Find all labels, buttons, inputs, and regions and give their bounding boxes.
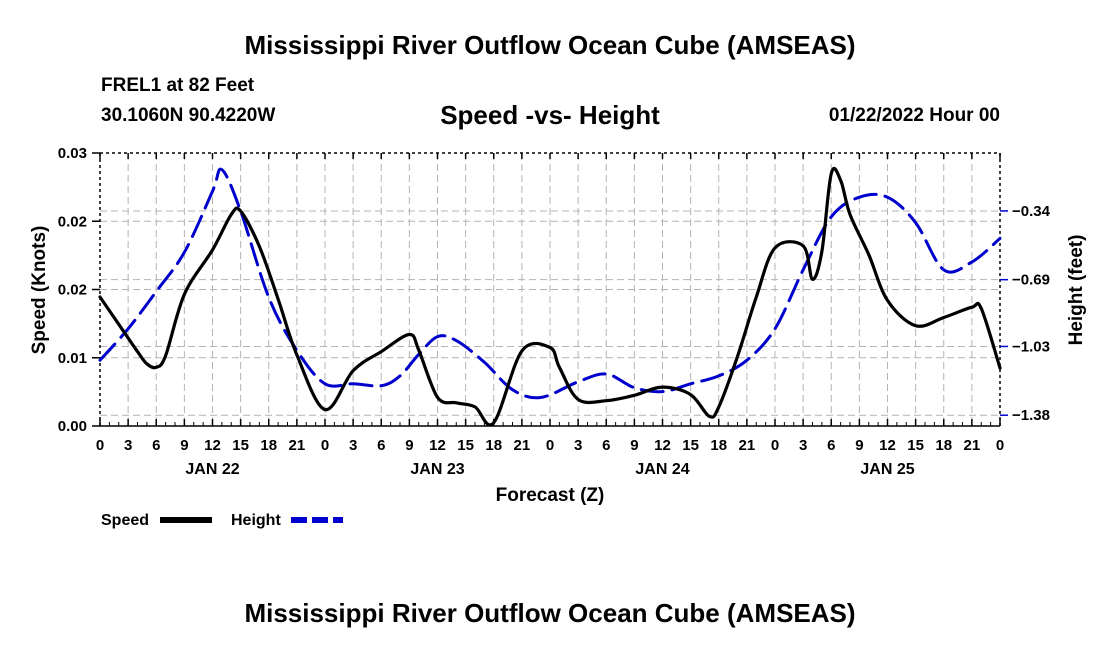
x-tick-label: 18 [260,437,277,454]
y-tick-label-left: 0.02 [58,282,87,299]
legend-label-speed: Speed [101,512,149,529]
x-tick-label: 15 [232,437,249,454]
x-tick-label: 12 [879,437,896,454]
datetime-label: 01/22/2022 Hour 00 [828,105,1000,126]
footer-title: Mississippi River Outflow Ocean Cube (AM… [244,598,856,628]
axes [92,152,1008,427]
chart-subtitle: Speed -vs- Height [440,100,660,130]
x-tick-label: 21 [289,437,306,454]
y-tick-label-right: −0.69 [1012,272,1050,289]
series-line-height [98,167,1002,400]
x-tick-label: 9 [630,437,638,454]
x-tick-label: 9 [405,437,413,454]
x-tick-label: 3 [799,437,807,454]
x-tick-label: 15 [682,437,699,454]
y-axis-title-left: Speed (Knots) [29,226,50,355]
main-title: Mississippi River Outflow Ocean Cube (AM… [244,30,856,60]
x-tick-label: 3 [124,437,132,454]
x-day-label: JAN 25 [860,461,914,478]
station-label: FREL1 at 82 Feet [101,75,255,96]
x-tick-label: 0 [771,437,779,454]
x-tick-label: 18 [485,437,502,454]
x-axis-title: Forecast (Z) [496,485,605,506]
x-tick-label: 0 [96,437,104,454]
x-tick-label: 3 [574,437,582,454]
x-day-label: JAN 24 [635,461,689,478]
x-tick-label: 12 [429,437,446,454]
x-tick-label: 12 [204,437,221,454]
legend: Speed Height [101,512,343,529]
legend-label-height: Height [231,512,281,529]
y-tick-label-right: −1.03 [1012,338,1050,355]
x-tick-label: 18 [935,437,952,454]
x-tick-label: 12 [654,437,671,454]
series-line-speed [98,166,1002,427]
y-tick-label-right: −1.38 [1012,407,1050,424]
x-tick-label: 9 [180,437,188,454]
x-tick-label: 6 [377,437,385,454]
x-tick-label: 18 [710,437,727,454]
x-tick-label: 6 [827,437,835,454]
y-tick-label-left: 0.02 [58,213,87,230]
y-tick-label-left: 0.03 [58,145,87,162]
x-tick-label: 0 [996,437,1004,454]
x-tick-label: 15 [457,437,474,454]
x-tick-label: 0 [321,437,329,454]
x-tick-label: 9 [855,437,863,454]
y-tick-label-right: −0.34 [1012,203,1051,220]
x-tick-label: 21 [964,437,981,454]
x-tick-label: 6 [602,437,610,454]
x-tick-label: 6 [152,437,160,454]
x-tick-label: 0 [546,437,554,454]
axis-labels: Forecast (Z) Speed (Knots) Height (feet)… [29,145,1087,506]
series [98,166,1002,427]
x-tick-label: 3 [349,437,357,454]
y-tick-label-left: 0.01 [58,350,87,367]
coords-label: 30.1060N 90.4220W [101,105,276,126]
grid [100,153,1000,426]
x-day-label: JAN 23 [410,461,464,478]
x-tick-label: 15 [907,437,924,454]
x-tick-label: 21 [739,437,756,454]
x-day-label: JAN 22 [185,461,239,478]
y-axis-title-right: Height (feet) [1066,235,1087,346]
y-tick-label-left: 0.00 [58,418,87,435]
x-tick-label: 21 [514,437,531,454]
